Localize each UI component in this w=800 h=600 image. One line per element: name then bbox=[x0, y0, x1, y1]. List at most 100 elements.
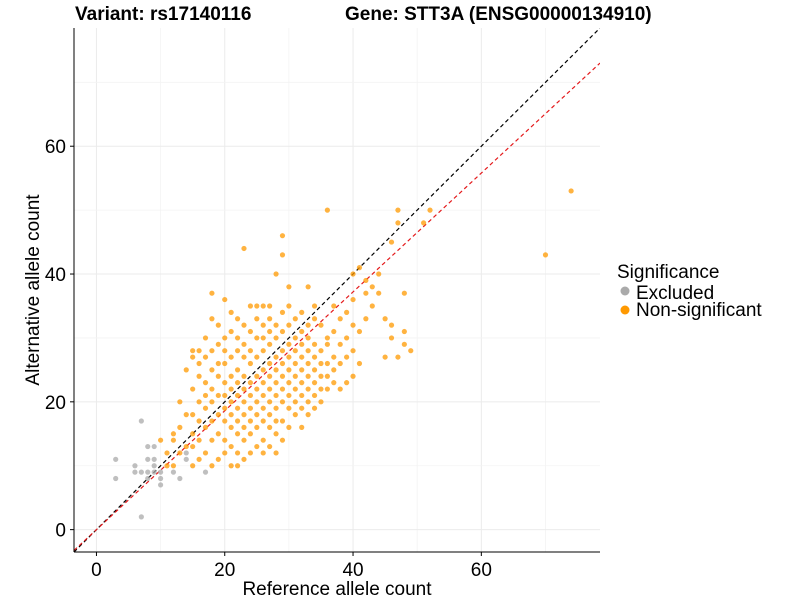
data-point-non-significant bbox=[292, 335, 298, 341]
data-point-non-significant bbox=[170, 463, 177, 469]
data-point-non-significant bbox=[202, 335, 209, 341]
data-point-non-significant bbox=[247, 450, 254, 456]
data-point-non-significant bbox=[247, 348, 254, 354]
data-point-non-significant bbox=[344, 380, 350, 386]
data-point-non-significant bbox=[222, 450, 228, 456]
data-point-non-significant bbox=[260, 380, 266, 386]
data-point-non-significant bbox=[279, 252, 286, 258]
data-point-non-significant bbox=[241, 412, 247, 418]
data-point-non-significant bbox=[331, 380, 337, 386]
data-point-non-significant bbox=[273, 380, 279, 386]
data-point-non-significant bbox=[209, 316, 215, 322]
data-point-excluded bbox=[138, 469, 144, 475]
data-point-non-significant bbox=[228, 399, 234, 405]
data-point-non-significant bbox=[286, 354, 292, 360]
data-point-non-significant bbox=[196, 399, 202, 405]
reference-lines bbox=[74, 28, 600, 552]
data-point-non-significant bbox=[292, 316, 298, 322]
data-point-non-significant bbox=[202, 450, 209, 456]
data-point-non-significant bbox=[363, 316, 369, 322]
legend-swatch-non-significant bbox=[620, 305, 630, 315]
y-tick-label: 20 bbox=[45, 393, 66, 414]
data-point-non-significant bbox=[234, 431, 241, 437]
data-point-non-significant bbox=[388, 335, 395, 341]
data-point-non-significant bbox=[318, 348, 324, 354]
data-point-non-significant bbox=[196, 360, 202, 367]
data-point-non-significant bbox=[222, 335, 228, 341]
data-point-excluded bbox=[202, 469, 209, 475]
data-point-non-significant bbox=[318, 373, 324, 379]
grid bbox=[74, 28, 600, 552]
data-point-non-significant bbox=[241, 399, 247, 405]
data-point-non-significant bbox=[209, 399, 215, 405]
data-point-non-significant bbox=[183, 443, 189, 450]
data-point-non-significant bbox=[234, 348, 241, 354]
data-point-non-significant bbox=[279, 373, 286, 379]
data-point-non-significant bbox=[305, 348, 311, 354]
data-point-non-significant bbox=[324, 335, 330, 341]
data-point-non-significant bbox=[209, 290, 215, 296]
data-point-non-significant bbox=[222, 418, 228, 424]
data-point-non-significant bbox=[279, 386, 286, 392]
data-point-non-significant bbox=[241, 354, 247, 360]
data-point-non-significant bbox=[311, 367, 318, 373]
data-point-non-significant bbox=[196, 418, 202, 424]
data-point-non-significant bbox=[157, 437, 164, 443]
data-point-non-significant bbox=[209, 386, 215, 392]
data-point-excluded bbox=[151, 469, 157, 475]
data-point-non-significant bbox=[234, 463, 241, 469]
data-point-non-significant bbox=[324, 360, 330, 367]
data-point-non-significant bbox=[318, 386, 324, 392]
data-point-excluded bbox=[170, 469, 177, 475]
data-point-non-significant bbox=[260, 367, 266, 373]
data-point-non-significant bbox=[254, 354, 260, 360]
data-point-non-significant bbox=[215, 322, 221, 328]
data-point-excluded bbox=[177, 475, 183, 482]
data-point-non-significant bbox=[311, 316, 318, 322]
data-point-non-significant bbox=[324, 341, 330, 347]
data-point-non-significant bbox=[273, 392, 279, 399]
data-point-non-significant bbox=[356, 360, 363, 367]
data-point-non-significant bbox=[202, 405, 209, 411]
data-point-non-significant bbox=[350, 271, 356, 277]
variant-title: Variant: rs17140116 bbox=[75, 4, 252, 25]
data-point-non-significant bbox=[260, 418, 266, 424]
data-point-non-significant bbox=[267, 341, 273, 347]
data-point-non-significant bbox=[273, 450, 279, 456]
data-point-non-significant bbox=[254, 335, 260, 341]
data-point-non-significant bbox=[222, 437, 228, 443]
data-point-non-significant bbox=[286, 392, 292, 399]
data-point-non-significant bbox=[305, 412, 311, 418]
data-point-non-significant bbox=[260, 437, 266, 443]
data-point-non-significant bbox=[401, 328, 407, 335]
data-point-non-significant bbox=[190, 431, 196, 437]
data-point-non-significant bbox=[234, 367, 241, 373]
data-point-non-significant bbox=[190, 463, 196, 469]
data-point-non-significant bbox=[254, 424, 260, 430]
data-point-non-significant bbox=[241, 373, 247, 379]
data-point-non-significant bbox=[267, 443, 273, 450]
data-point-non-significant bbox=[254, 316, 260, 322]
data-point-non-significant bbox=[267, 386, 273, 392]
data-point-non-significant bbox=[388, 239, 395, 245]
data-point-non-significant bbox=[318, 399, 324, 405]
data-point-non-significant bbox=[209, 348, 215, 354]
data-point-non-significant bbox=[299, 367, 305, 373]
data-point-non-significant bbox=[286, 424, 292, 430]
data-point-non-significant bbox=[215, 456, 221, 462]
y-tick-label: 40 bbox=[45, 265, 66, 286]
data-point-non-significant bbox=[241, 437, 247, 443]
data-point-non-significant bbox=[331, 354, 337, 360]
data-point-non-significant bbox=[228, 424, 234, 430]
data-point-non-significant bbox=[260, 348, 266, 354]
data-point-excluded bbox=[151, 456, 157, 462]
data-point-non-significant bbox=[273, 271, 279, 277]
data-point-non-significant bbox=[228, 328, 234, 335]
data-point-non-significant bbox=[254, 303, 260, 309]
data-point-non-significant bbox=[222, 360, 228, 367]
data-point-non-significant bbox=[196, 437, 202, 443]
data-point-non-significant bbox=[369, 303, 375, 309]
data-point-excluded bbox=[145, 443, 151, 450]
data-point-non-significant bbox=[247, 431, 254, 437]
data-point-non-significant bbox=[318, 360, 324, 367]
